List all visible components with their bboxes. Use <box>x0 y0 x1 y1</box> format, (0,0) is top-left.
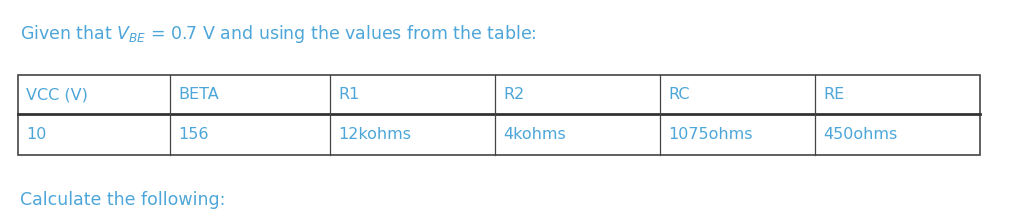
Text: RE: RE <box>822 87 844 102</box>
Text: 1075ohms: 1075ohms <box>667 127 752 142</box>
Text: 4kohms: 4kohms <box>502 127 566 142</box>
Text: 10: 10 <box>25 127 46 142</box>
Text: R2: R2 <box>502 87 524 102</box>
Text: 450ohms: 450ohms <box>822 127 897 142</box>
Text: BETA: BETA <box>178 87 218 102</box>
Text: RC: RC <box>667 87 689 102</box>
Text: VCC (V): VCC (V) <box>25 87 88 102</box>
Text: 12kohms: 12kohms <box>337 127 411 142</box>
Text: R1: R1 <box>337 87 359 102</box>
Text: Given that $V_{BE}$ = 0.7 V and using the values from the table:: Given that $V_{BE}$ = 0.7 V and using th… <box>20 23 536 45</box>
Text: 156: 156 <box>178 127 208 142</box>
Bar <box>18 75 979 155</box>
Text: Calculate the following:: Calculate the following: <box>20 191 225 209</box>
